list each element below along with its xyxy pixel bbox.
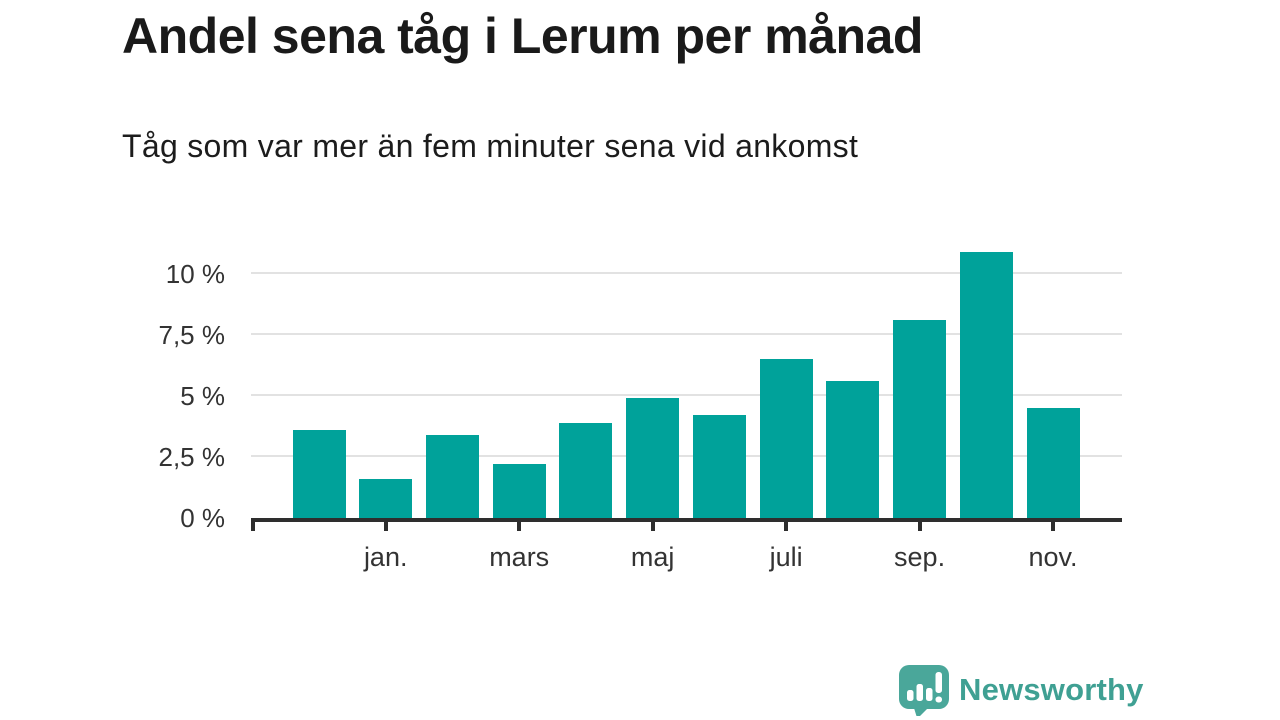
- x-axis-tick: [1051, 522, 1056, 531]
- newsworthy-logo-icon: [898, 665, 949, 716]
- bar: [559, 422, 613, 518]
- bar: [759, 359, 813, 518]
- x-axis-tick-label: sep.: [894, 542, 946, 572]
- bar: [626, 398, 680, 518]
- newsworthy-logo-text: Newsworthy: [959, 672, 1144, 707]
- gridline: [251, 271, 1122, 274]
- bar: [826, 381, 880, 518]
- y-axis-tick-label: 5 %: [180, 380, 225, 411]
- x-axis-tick: [650, 522, 655, 531]
- newsworthy-logo: Newsworthy: [898, 664, 1144, 716]
- bar: [425, 434, 479, 518]
- chart-subtitle: Tåg som var mer än fem minuter sena vid …: [122, 128, 859, 164]
- x-axis-tick-label: jan.: [363, 542, 408, 572]
- x-axis-line: [251, 518, 1122, 522]
- bar: [292, 430, 346, 518]
- bar: [359, 478, 413, 518]
- x-axis-tick-label: nov.: [1028, 542, 1078, 572]
- x-axis-tick-label: juli: [769, 542, 803, 572]
- x-axis-tick: [784, 522, 789, 531]
- bar: [1026, 408, 1080, 518]
- y-axis-tick-label: 10 %: [165, 258, 225, 289]
- plot-area: 0 % 2,5 % 5 % 7,5 % 10 % jan. mars maj juli sep. n…: [159, 240, 1122, 572]
- bar: [492, 464, 546, 518]
- gridline: [251, 454, 1122, 457]
- x-axis-tick: [383, 522, 388, 531]
- bar: [959, 251, 1013, 518]
- gridline: [251, 393, 1122, 396]
- x-axis-start-tick: [251, 522, 255, 531]
- y-axis-tick-label: 2,5 %: [158, 441, 226, 472]
- x-axis-tick: [917, 522, 922, 531]
- y-axis-tick-label: 0 %: [180, 503, 225, 533]
- chart-title: Andel sena tåg i Lerum per månad: [122, 8, 923, 64]
- x-axis-tick: [517, 522, 522, 531]
- x-axis-tick-label: mars: [489, 542, 550, 572]
- bar: [893, 320, 947, 518]
- bar: [692, 415, 746, 518]
- gridline: [251, 332, 1122, 335]
- y-axis-tick-label: 7,5 %: [158, 319, 226, 350]
- x-axis-tick-label: maj: [630, 542, 675, 572]
